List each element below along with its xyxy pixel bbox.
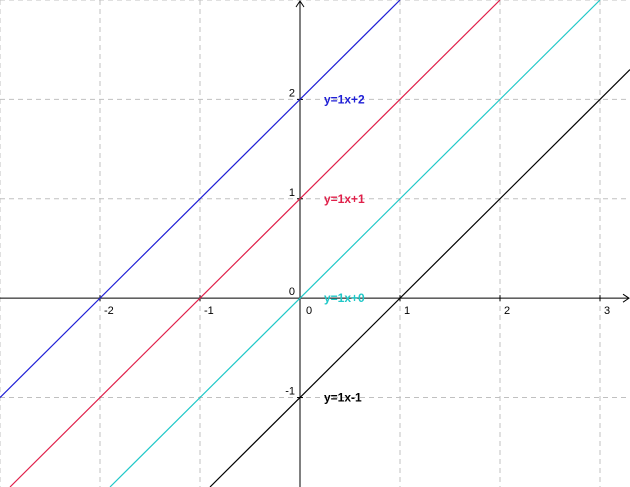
y-tick-label: 0 xyxy=(289,286,295,298)
series-label: y=1x+2 xyxy=(324,92,365,106)
y-tick-label: 1 xyxy=(289,187,295,199)
series-line xyxy=(0,0,401,398)
series-label: y=1x-1 xyxy=(324,391,362,405)
tick-labels: -2 -1 0 1 2 3 -1 0 1 2 xyxy=(104,87,610,397)
series-labels: y=1x+2 y=1x+1 y=1x+0 y=1x-1 xyxy=(324,92,365,404)
series-line xyxy=(109,0,601,487)
y-tick-label: -1 xyxy=(285,386,295,398)
series-line xyxy=(9,0,501,487)
y-tick-label: 2 xyxy=(289,87,295,99)
y-axis-arrow xyxy=(295,0,305,8)
x-tick-label: -2 xyxy=(104,305,114,317)
x-axis-arrow xyxy=(622,293,630,303)
x-tick-label: 3 xyxy=(604,305,610,317)
x-tick-label: 1 xyxy=(404,305,410,317)
series-label: y=1x+1 xyxy=(324,192,365,206)
series-label: y=1x+0 xyxy=(324,291,365,305)
x-tick-label: -1 xyxy=(204,305,214,317)
x-tick-label: 0 xyxy=(306,305,312,317)
series-line xyxy=(209,69,630,487)
x-tick-label: 2 xyxy=(504,305,510,317)
